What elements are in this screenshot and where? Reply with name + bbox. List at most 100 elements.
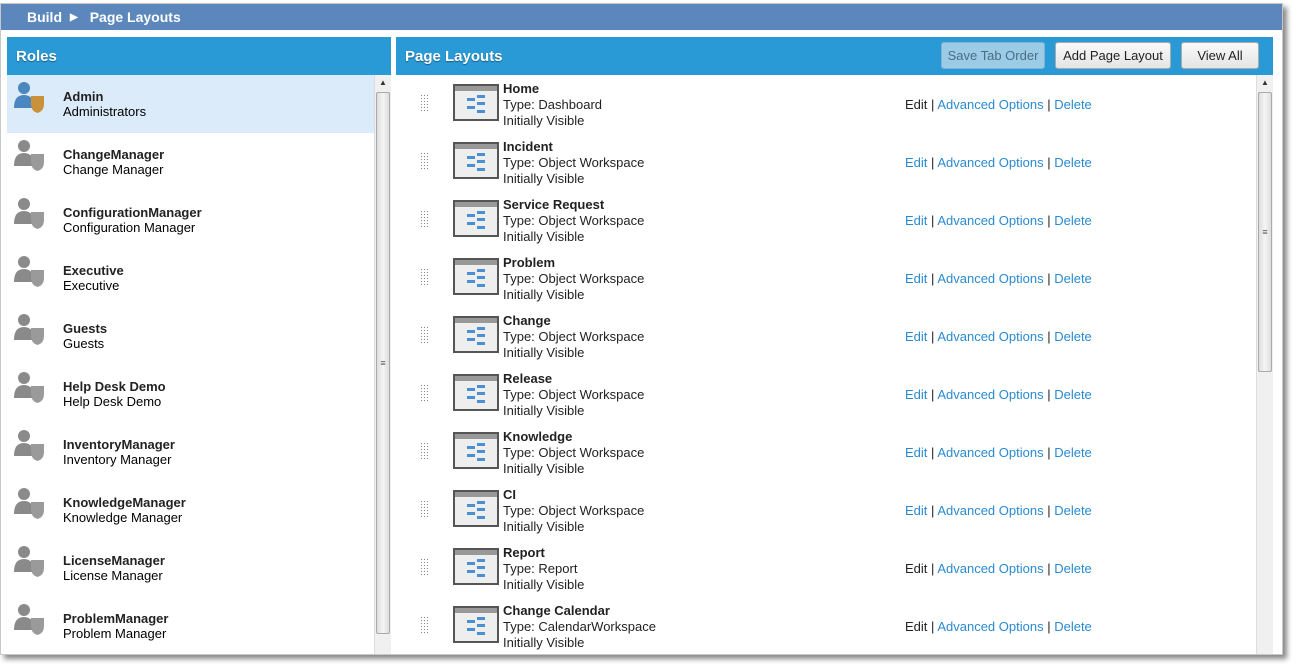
- drag-handle-icon[interactable]: [420, 442, 429, 460]
- delete-link[interactable]: Delete: [1054, 503, 1092, 518]
- separator: |: [1047, 155, 1051, 170]
- scroll-up-icon[interactable]: ▲: [1261, 78, 1269, 87]
- role-item[interactable]: ConfigurationManager Configuration Manage…: [7, 191, 374, 249]
- drag-handle-icon[interactable]: [420, 152, 429, 170]
- role-item[interactable]: ProblemManager Problem Manager: [7, 597, 374, 654]
- layout-type: Type: Object Workspace: [503, 445, 645, 460]
- role-item[interactable]: Admin Administrators: [7, 75, 374, 133]
- delete-link[interactable]: Delete: [1054, 271, 1092, 286]
- layout-type: Type: Report: [503, 561, 578, 576]
- page-layout-row: Change Calendar Type: CalendarWorkspace In…: [396, 600, 1256, 654]
- roles-list: Admin Administrators ChangeManager Change …: [7, 75, 374, 654]
- delete-link[interactable]: Delete: [1054, 329, 1092, 344]
- advanced-options-link[interactable]: Advanced Options: [937, 561, 1044, 576]
- edit-link[interactable]: Edit: [905, 155, 928, 170]
- advanced-options-link[interactable]: Advanced Options: [937, 387, 1044, 402]
- separator: |: [931, 561, 935, 576]
- user-group-icon: [14, 372, 44, 403]
- edit-link[interactable]: Edit: [905, 329, 928, 344]
- edit-link[interactable]: Edit: [905, 271, 928, 286]
- drag-handle-icon[interactable]: [420, 326, 429, 344]
- roles-title: Roles: [7, 37, 391, 75]
- page-layout-row: Release Type: Object Workspace Initially V…: [396, 368, 1256, 426]
- drag-handle-icon[interactable]: [420, 384, 429, 402]
- role-name: Guests: [63, 321, 108, 336]
- edit-link[interactable]: Edit: [905, 561, 928, 576]
- edit-link[interactable]: Edit: [905, 619, 928, 634]
- layouts-scrollbar[interactable]: ▲ ≡: [1256, 75, 1273, 654]
- drag-handle-icon[interactable]: [420, 94, 429, 112]
- role-name: InventoryManager: [63, 437, 175, 452]
- advanced-options-link[interactable]: Advanced Options: [937, 329, 1044, 344]
- user-group-icon: [14, 546, 44, 577]
- edit-link[interactable]: Edit: [905, 445, 928, 460]
- advanced-options-link[interactable]: Advanced Options: [937, 445, 1044, 460]
- save-tab-order-button[interactable]: Save Tab Order: [941, 42, 1045, 69]
- role-name: KnowledgeManager: [63, 495, 186, 510]
- role-description: Inventory Manager: [63, 452, 172, 467]
- edit-link[interactable]: Edit: [905, 213, 928, 228]
- roles-scrollbar[interactable]: ▲ ≡: [374, 75, 391, 654]
- chevron-right-icon: ▶: [70, 11, 78, 23]
- advanced-options-link[interactable]: Advanced Options: [937, 619, 1044, 634]
- layout-thumbnail: [453, 548, 499, 585]
- layout-type: Type: Object Workspace: [503, 329, 645, 344]
- layout-type: Type: Dashboard: [503, 97, 603, 112]
- advanced-options-link[interactable]: Advanced Options: [937, 271, 1044, 286]
- role-item[interactable]: Executive Executive: [7, 249, 374, 307]
- advanced-options-link[interactable]: Advanced Options: [937, 97, 1044, 112]
- layout-visibility: Initially Visible: [503, 635, 585, 650]
- layout-visibility: Initially Visible: [503, 519, 585, 534]
- layout-type: Type: Object Workspace: [503, 155, 645, 170]
- role-description: Executive: [63, 278, 120, 293]
- role-item[interactable]: Help Desk Demo Help Desk Demo: [7, 365, 374, 423]
- separator: |: [1047, 271, 1051, 286]
- advanced-options-link[interactable]: Advanced Options: [937, 155, 1044, 170]
- delete-link[interactable]: Delete: [1054, 155, 1092, 170]
- layout-thumbnail: [453, 84, 499, 121]
- layout-name: Release: [503, 371, 553, 386]
- role-item[interactable]: LicenseManager License Manager: [7, 539, 374, 597]
- drag-handle-icon[interactable]: [420, 210, 429, 228]
- user-group-icon: [14, 488, 44, 519]
- scroll-up-icon[interactable]: ▲: [379, 78, 387, 87]
- delete-link[interactable]: Delete: [1054, 97, 1092, 112]
- role-item[interactable]: InventoryManager Inventory Manager: [7, 423, 374, 481]
- delete-link[interactable]: Delete: [1054, 619, 1092, 634]
- separator: |: [931, 503, 935, 518]
- layout-thumbnail: [453, 200, 499, 237]
- scroll-thumb[interactable]: ≡: [1258, 92, 1272, 372]
- delete-link[interactable]: Delete: [1054, 445, 1092, 460]
- role-item[interactable]: Guests Guests: [7, 307, 374, 365]
- delete-link[interactable]: Delete: [1054, 387, 1092, 402]
- layout-thumbnail: [453, 374, 499, 411]
- edit-link[interactable]: Edit: [905, 503, 928, 518]
- drag-handle-icon[interactable]: [420, 268, 429, 286]
- advanced-options-link[interactable]: Advanced Options: [937, 503, 1044, 518]
- delete-link[interactable]: Delete: [1054, 561, 1092, 576]
- edit-link[interactable]: Edit: [905, 387, 928, 402]
- add-page-layout-button[interactable]: Add Page Layout: [1055, 42, 1171, 69]
- separator: |: [931, 445, 935, 460]
- role-name: ConfigurationManager: [63, 205, 202, 220]
- layout-thumbnail: [453, 606, 499, 643]
- breadcrumb-build[interactable]: Build: [27, 9, 62, 25]
- layout-type: Type: CalendarWorkspace: [503, 619, 656, 634]
- page-layout-row: Problem Type: Object Workspace Initially V…: [396, 252, 1256, 310]
- advanced-options-link[interactable]: Advanced Options: [937, 213, 1044, 228]
- scroll-thumb[interactable]: ≡: [376, 92, 390, 634]
- role-item[interactable]: ChangeManager Change Manager: [7, 133, 374, 191]
- drag-handle-icon[interactable]: [420, 616, 429, 634]
- drag-handle-icon[interactable]: [420, 500, 429, 518]
- separator: |: [931, 213, 935, 228]
- delete-link[interactable]: Delete: [1054, 213, 1092, 228]
- role-description: Knowledge Manager: [63, 510, 183, 525]
- role-name: LicenseManager: [63, 553, 165, 568]
- separator: |: [1047, 561, 1051, 576]
- drag-handle-icon[interactable]: [420, 558, 429, 576]
- separator: |: [931, 271, 935, 286]
- view-all-button[interactable]: View All: [1181, 42, 1259, 69]
- role-item[interactable]: KnowledgeManager Knowledge Manager: [7, 481, 374, 539]
- edit-link[interactable]: Edit: [905, 97, 928, 112]
- user-group-icon: [14, 430, 44, 461]
